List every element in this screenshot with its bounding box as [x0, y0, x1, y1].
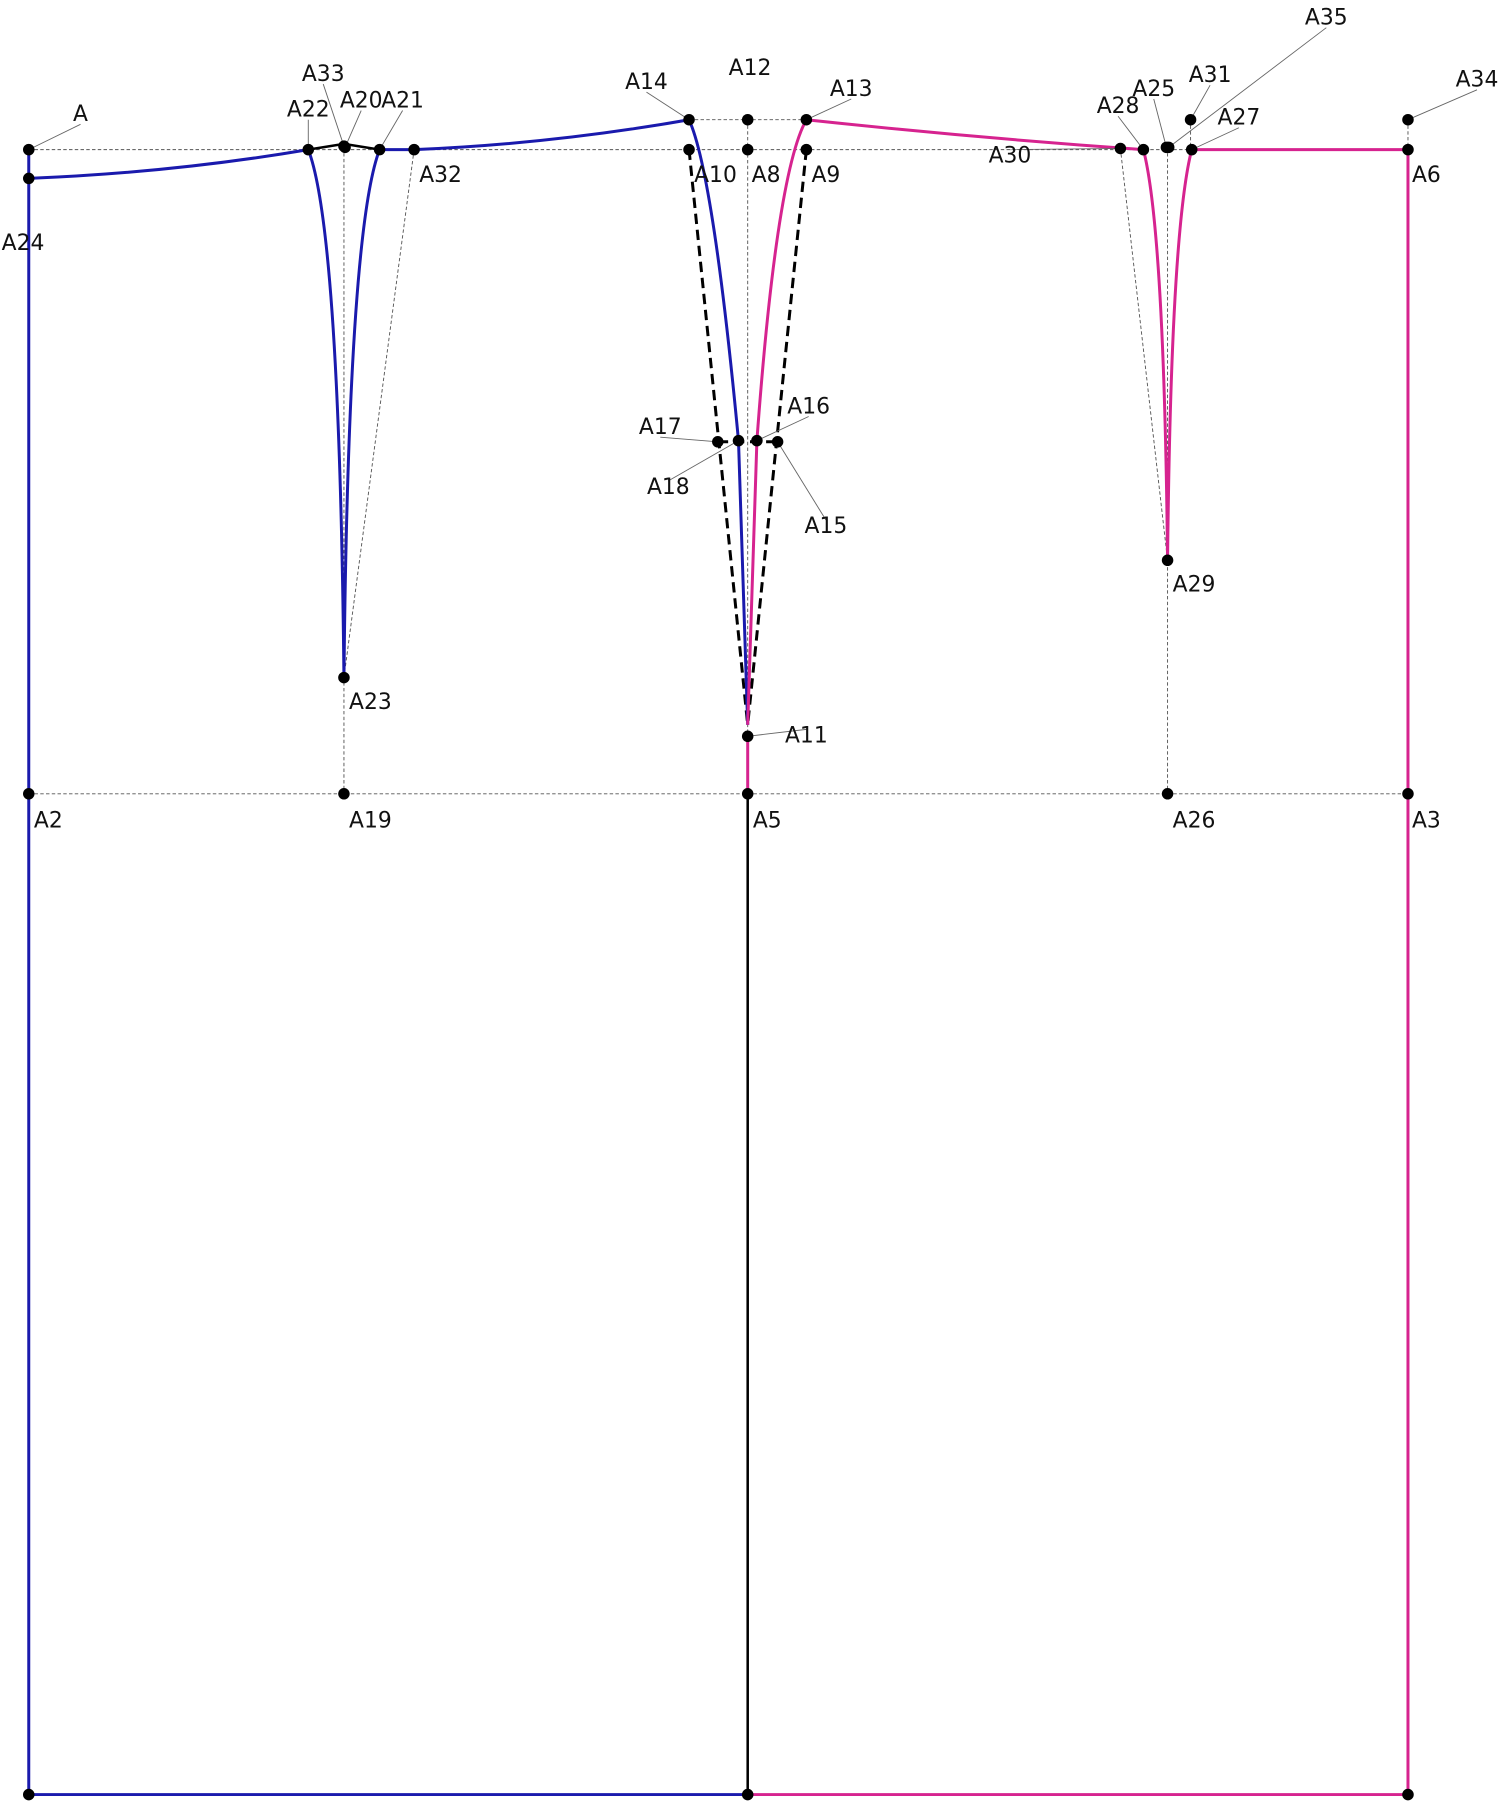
point-label: A23	[349, 690, 392, 715]
point-label: A11	[785, 723, 828, 748]
point	[1161, 788, 1174, 800]
leader-line	[379, 110, 404, 150]
leader-line	[660, 436, 718, 443]
point	[741, 730, 754, 743]
point	[741, 113, 754, 126]
construction-lines	[28, 119, 1409, 795]
leader-line	[1191, 127, 1240, 151]
point	[339, 141, 351, 154]
leader-line	[756, 416, 809, 442]
leader-line	[1009, 148, 1121, 151]
point	[373, 143, 386, 156]
point	[800, 143, 813, 156]
point-label: A3	[1412, 808, 1441, 833]
point-label: A18	[647, 475, 690, 500]
point-label: A27	[1218, 106, 1261, 131]
point	[1402, 143, 1414, 156]
point	[23, 788, 35, 800]
point	[771, 436, 784, 448]
point	[338, 788, 350, 800]
point	[23, 143, 35, 156]
point	[1185, 143, 1198, 156]
point-label: A15	[805, 514, 848, 539]
point-label: A31	[1189, 63, 1232, 88]
leader-line	[646, 91, 690, 121]
point-label: A34	[1456, 68, 1499, 93]
leader-line	[1168, 27, 1327, 148]
point-label: A33	[302, 62, 345, 87]
point	[1161, 554, 1174, 567]
point-label: A	[73, 102, 88, 127]
point	[751, 434, 763, 447]
point	[1184, 113, 1197, 126]
point	[1114, 142, 1127, 155]
point	[1402, 113, 1414, 126]
point-label: A17	[639, 415, 682, 440]
point-label: A6	[1412, 163, 1441, 188]
point-label: A10	[694, 163, 737, 188]
point	[683, 143, 695, 156]
point	[741, 1788, 754, 1801]
leader-line	[28, 123, 81, 151]
leader-line	[322, 83, 345, 147]
point-label: A30	[989, 144, 1032, 169]
point-label: A9	[811, 163, 840, 188]
point	[732, 434, 745, 447]
point-label: A26	[1173, 808, 1216, 833]
leader-line	[668, 440, 739, 482]
point	[741, 788, 754, 800]
point	[1162, 141, 1175, 154]
dart-guides	[687, 149, 808, 725]
point-label: A19	[349, 808, 392, 833]
point-label: A29	[1173, 573, 1216, 598]
point-label: A16	[787, 394, 830, 419]
leader-line	[747, 728, 807, 737]
point	[338, 671, 350, 684]
point	[1402, 788, 1414, 800]
point-label: A12	[729, 56, 772, 81]
point	[712, 436, 724, 448]
point-label: A24	[2, 231, 45, 256]
point	[741, 143, 754, 156]
point	[1402, 1788, 1414, 1801]
point	[23, 172, 35, 185]
point	[408, 143, 420, 156]
point-label: A8	[752, 163, 781, 188]
leader-line	[344, 110, 362, 148]
point	[23, 1788, 35, 1801]
point	[683, 113, 695, 126]
point	[1137, 143, 1150, 156]
point-label: A14	[625, 70, 668, 95]
point-label: A2	[34, 808, 63, 833]
point-label: A21	[381, 88, 424, 113]
leader-lines	[28, 27, 1478, 737]
leader-line	[1117, 115, 1144, 150]
point-label: A22	[287, 98, 330, 123]
point-label: A13	[830, 77, 873, 102]
leader-line	[777, 441, 827, 521]
point	[302, 143, 315, 156]
point-label: A20	[340, 88, 383, 113]
point-label: A5	[753, 808, 782, 833]
point-label: A35	[1305, 5, 1348, 30]
leader-line	[806, 98, 852, 121]
front-piece	[746, 118, 1410, 1797]
back-piece	[27, 118, 750, 1797]
leader-line	[1407, 89, 1478, 121]
leader-line	[1153, 98, 1167, 148]
point-label: A28	[1097, 94, 1140, 119]
point-label: A25	[1132, 77, 1175, 102]
leader-line	[1190, 84, 1211, 120]
point-label: A32	[419, 163, 462, 188]
point	[800, 113, 813, 126]
